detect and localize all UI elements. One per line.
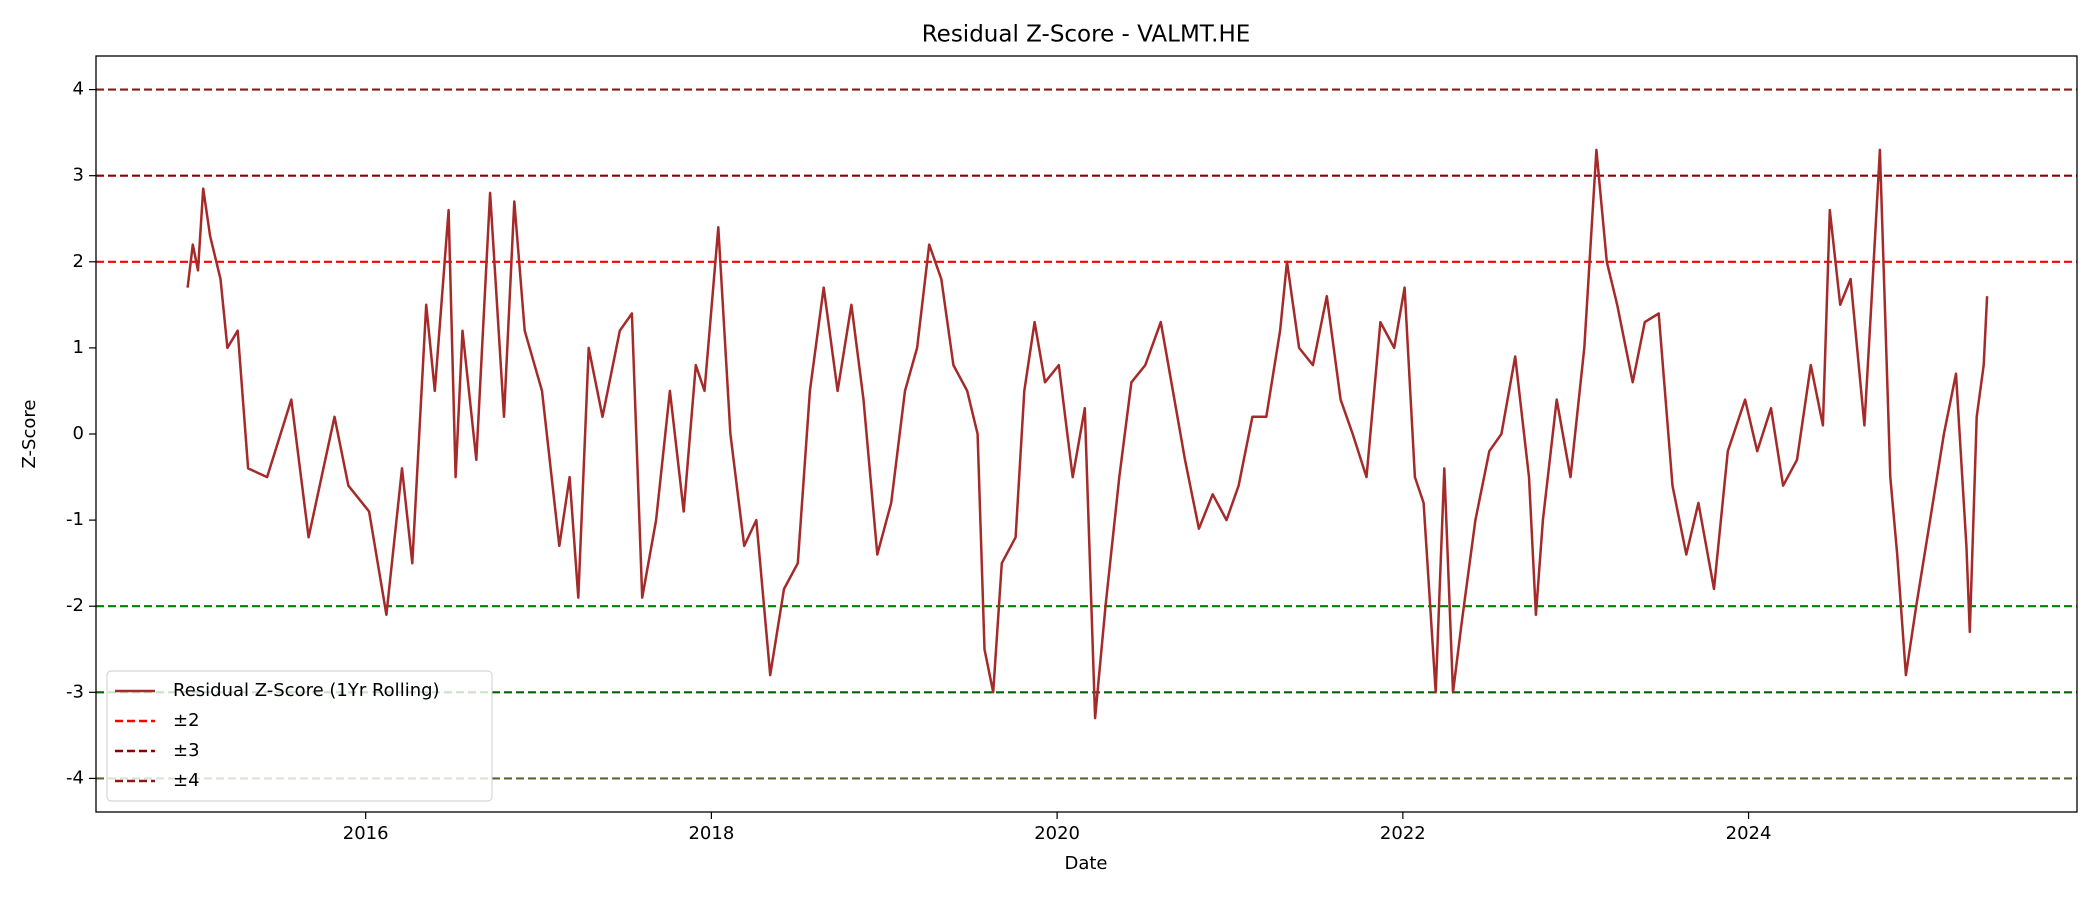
y-tick-label: 3	[73, 165, 84, 186]
y-axis-label: Z-Score	[19, 400, 40, 469]
legend-label: ±2	[173, 710, 200, 731]
chart-title: Residual Z-Score - VALMT.HE	[922, 22, 1251, 48]
data-line	[186, 148, 1989, 720]
y-tick-label: 2	[73, 251, 84, 272]
x-tick-label: 2018	[688, 823, 734, 844]
legend-label: Residual Z-Score (1Yr Rolling)	[173, 680, 440, 701]
y-tick-label: -3	[66, 681, 84, 702]
y-tick-label: -1	[66, 509, 84, 530]
x-axis-label: Date	[1064, 853, 1107, 874]
y-tick-label: -2	[66, 595, 84, 616]
x-tick-label: 2020	[1034, 823, 1080, 844]
y-tick-label: 0	[73, 423, 84, 444]
legend-box	[106, 670, 493, 802]
x-tick-label: 2016	[343, 823, 389, 844]
legend-label: ±3	[173, 740, 200, 761]
legend-label: ±4	[173, 770, 200, 791]
x-tick-label: 2022	[1380, 823, 1426, 844]
y-tick-label: 1	[73, 337, 84, 358]
x-tick-label: 2024	[1726, 823, 1772, 844]
y-tick-label: 4	[73, 79, 84, 100]
plot-frame	[95, 55, 2078, 813]
y-tick-label: -4	[66, 767, 84, 788]
